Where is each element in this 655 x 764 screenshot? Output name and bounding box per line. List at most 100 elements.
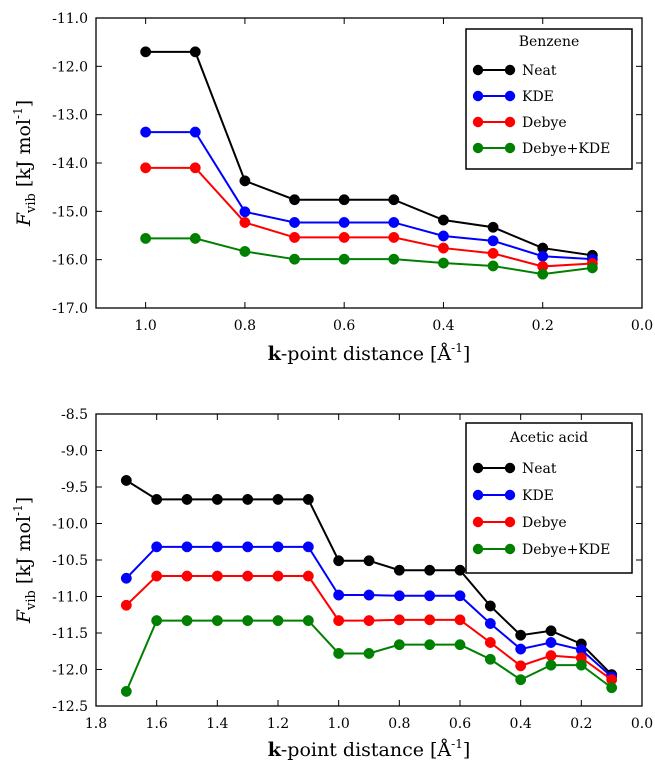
data-point [211,570,223,582]
data-point [487,235,499,247]
data-point [454,590,466,602]
data-point [211,493,223,505]
data-point [487,260,499,272]
x-tick-label: 1.0 [328,716,350,732]
legend-marker [504,64,516,76]
series-debye-kde [140,232,598,280]
data-point [333,555,345,567]
legend-marker [472,64,484,76]
legend-label: Neat [522,461,557,477]
y-tick-label: -15.0 [52,204,88,220]
y-tick-label: -17.0 [52,301,88,317]
x-axis-title: k-point distance [Å-1] [268,737,471,761]
data-point [363,615,375,627]
series-neat [120,474,618,681]
data-point [120,474,132,486]
y-tick-label: -16.0 [52,253,88,269]
data-point [438,214,449,226]
x-tick-label: 1.6 [146,716,168,732]
data-point [388,194,400,206]
x-tick-label: 0.6 [333,318,355,334]
x-tick-label: 1.0 [135,318,157,334]
data-point [189,126,201,138]
legend-label: KDE [522,488,554,504]
y-tick-label: -12.0 [52,663,88,679]
series-neat [140,46,598,261]
y-tick-label: -14.0 [52,156,88,172]
series-line [145,50,593,257]
legend-marker [472,90,484,102]
x-tick-label: 0.8 [388,716,410,732]
legend-marker [472,116,484,128]
data-point [545,637,557,648]
y-tick-label: -10.5 [52,553,88,569]
data-point [211,615,223,627]
x-tick-label: 1.2 [267,716,289,732]
series-line [145,237,593,276]
y-tick-label: -11.0 [52,590,88,606]
data-point [242,615,254,627]
x-tick-label: 0.8 [234,318,256,334]
legend-marker [504,116,516,128]
legend-marker [472,462,484,474]
legend-marker [504,489,516,501]
data-point [393,564,405,576]
data-point [211,541,223,553]
data-point [454,639,466,651]
legend-marker [504,543,516,555]
data-point [151,493,163,505]
data-point [289,194,300,206]
data-point [242,570,254,582]
legend-marker [472,516,484,528]
data-point [189,46,201,58]
series-kde [120,541,618,683]
chart-2: 1.8 1.6 1.4 1.2 1.0 0.8 0.6 0.4 0.2 0.0 -8.5 -9.0 -9… [11,407,653,761]
legend-title: Acetic acid [509,430,588,446]
data-point [302,615,314,627]
data-point [537,268,549,280]
data-point [272,541,284,553]
data-point [388,253,400,265]
x-tick-label: 1.8 [85,716,107,732]
data-point [239,217,251,228]
data-point [537,250,549,262]
legend: Acetic acid Neat KDE Debye Debye+KDE [465,422,633,574]
data-point [120,599,132,611]
y-tick-label: -8.5 [61,407,88,423]
data-point [151,615,163,627]
legend-label: Neat [522,63,557,79]
data-point [484,637,496,648]
data-point [242,541,254,553]
x-tick-label: 0.6 [449,716,471,732]
data-point [189,162,201,174]
x-tick-label: 1.4 [206,716,228,732]
data-point [515,643,527,655]
legend-label: Debye+KDE [522,141,610,157]
data-point [515,674,527,686]
data-point [140,126,152,138]
data-point [151,541,163,553]
data-point [140,232,152,244]
data-point [181,570,193,582]
legend-marker [472,543,484,555]
data-point [438,257,449,269]
data-point [239,206,251,218]
data-point [363,589,375,601]
y-axis-title: Fvib [kJ mol-1] [11,497,39,624]
y-tick-label: -10.0 [52,517,88,533]
data-point [239,246,251,257]
series-line [145,131,593,261]
data-point [333,589,345,601]
y-tick-label: -11.5 [52,626,88,642]
data-point [242,493,254,505]
y-tick-label: -11.0 [52,11,88,27]
data-point [289,253,300,265]
series-line [145,166,593,268]
legend-marker [504,516,516,528]
data-point [545,650,557,662]
data-point [487,247,499,259]
data-point [606,682,618,694]
series-debye-kde [120,615,618,697]
x-tick-label: 0.4 [432,318,454,334]
